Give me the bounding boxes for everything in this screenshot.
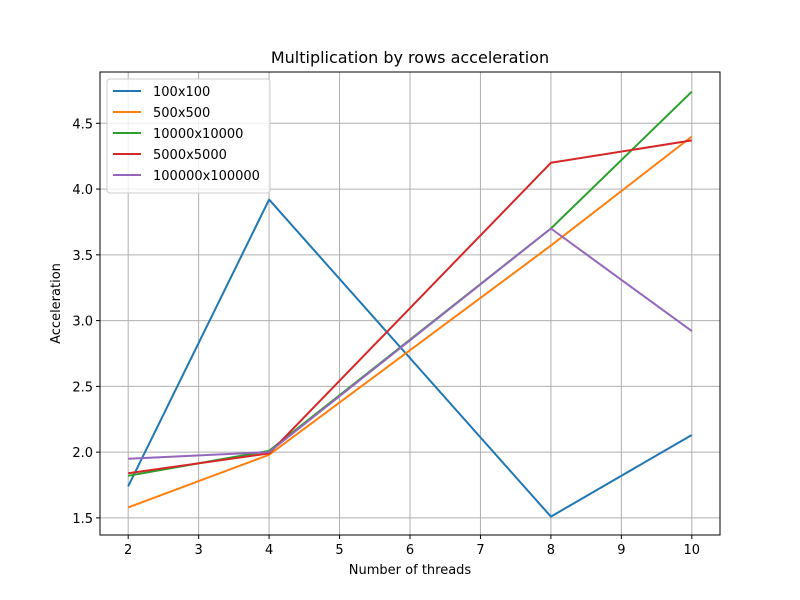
y-tick-label: 2.0 [72, 446, 93, 461]
grid-lines [100, 72, 720, 535]
y-tick-label: 1.5 [72, 512, 93, 527]
legend-label: 100000x100000 [153, 169, 260, 184]
y-tick-label: 4.5 [72, 117, 93, 132]
legend-label: 10000x10000 [153, 127, 243, 142]
x-tick-label: 7 [476, 543, 484, 558]
y-tick-label: 4.0 [72, 183, 93, 198]
x-tick-label: 10 [684, 543, 701, 558]
y-tick-label: 2.5 [72, 380, 93, 395]
chart-title: Multiplication by rows acceleration [271, 48, 549, 67]
series-lines [127, 90, 693, 518]
x-tick-label: 5 [335, 543, 343, 558]
x-tick-label: 9 [617, 543, 625, 558]
legend-label: 500x500 [153, 106, 210, 121]
series-line-100x100 [127, 198, 693, 518]
x-axis-label: Number of threads [349, 563, 472, 578]
legend: 100x100 500x500 10000x10000 5000x5000 100000… [106, 78, 271, 194]
y-axis-label: Acceleration [49, 263, 64, 344]
series-line-500x500 [127, 135, 693, 509]
x-tick-label: 8 [547, 543, 555, 558]
x-tick-label: 3 [194, 543, 202, 558]
series-line-5000x5000 [128, 139, 692, 475]
axis-ticks: 2 3 4 5 6 7 8 9 10 1.5 2.0 2.5 3.0 3.5 4.0 4.5 [72, 117, 700, 558]
legend-label: 100x100 [153, 85, 210, 100]
y-tick-label: 3.5 [72, 249, 93, 264]
x-tick-label: 4 [265, 543, 273, 558]
series-line-100000x100000 [128, 227, 693, 460]
x-tick-label: 6 [406, 543, 414, 558]
legend-label: 5000x5000 [153, 148, 227, 163]
y-tick-label: 3.0 [72, 315, 93, 330]
legend-box [106, 78, 271, 194]
x-tick-label: 2 [124, 543, 132, 558]
